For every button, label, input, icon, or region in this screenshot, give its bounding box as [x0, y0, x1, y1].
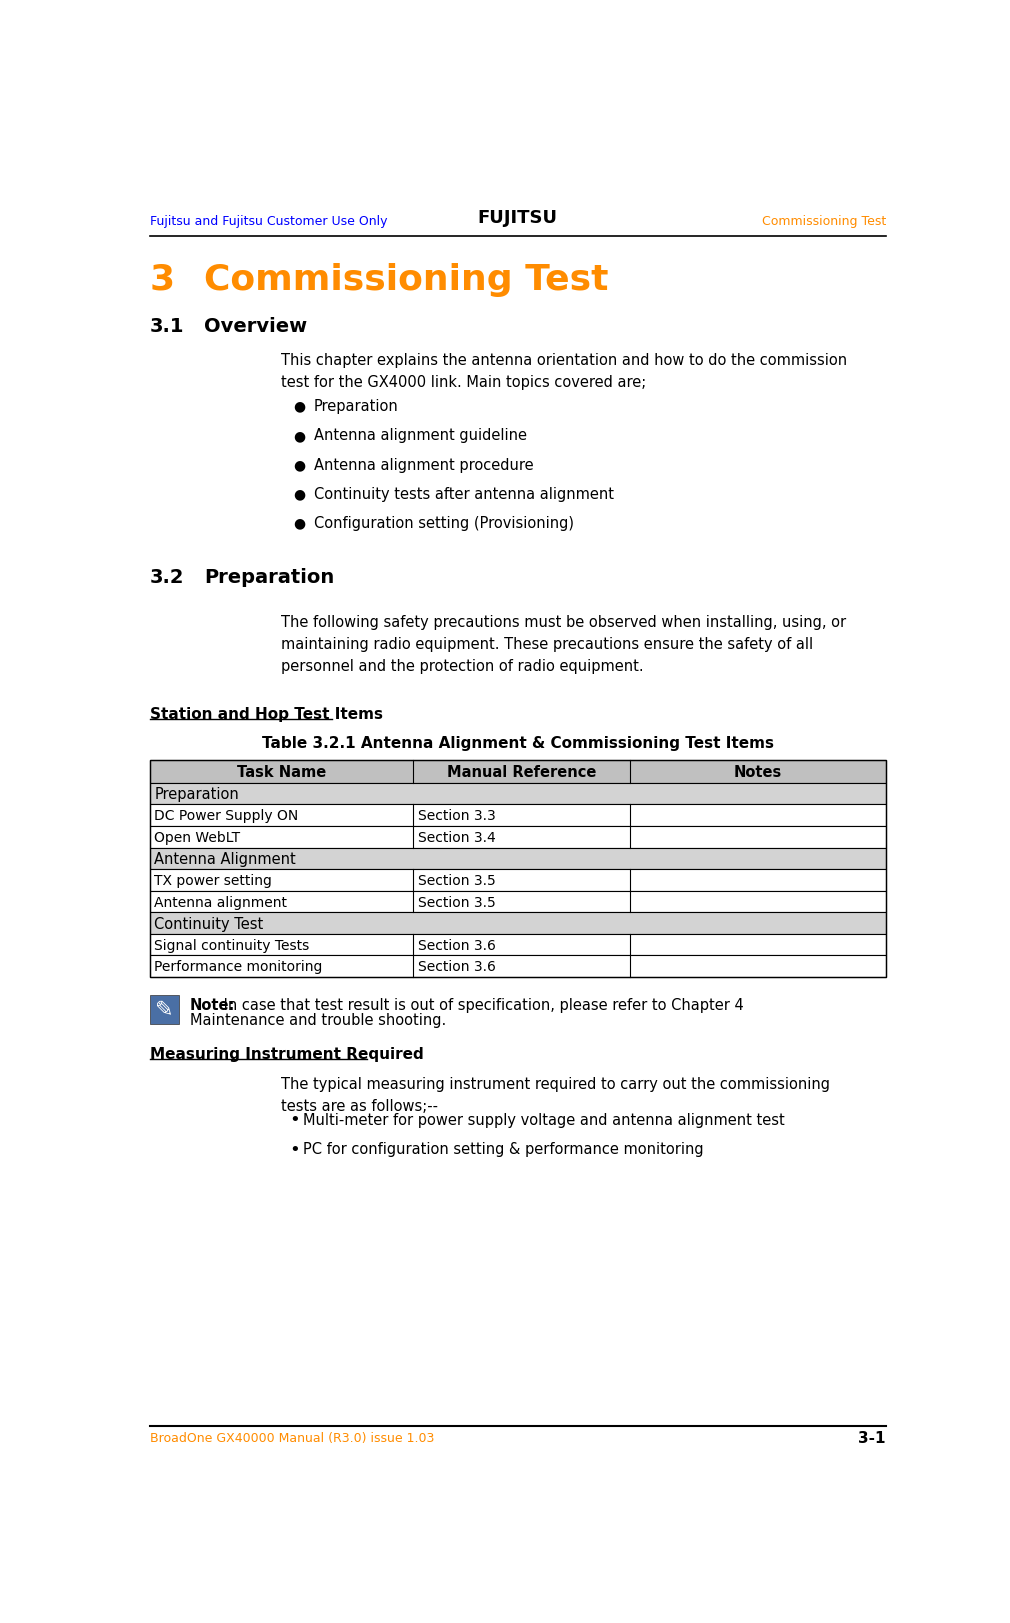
Text: Antenna alignment: Antenna alignment — [155, 894, 287, 909]
Text: 3-1: 3-1 — [858, 1430, 886, 1444]
Bar — [149, 995, 179, 1024]
Text: Continuity Test: Continuity Test — [155, 915, 264, 932]
Text: Fujitsu and Fujitsu Customer Use Only: Fujitsu and Fujitsu Customer Use Only — [149, 216, 387, 229]
Bar — [149, 912, 886, 935]
Text: Section 3.5: Section 3.5 — [418, 873, 495, 888]
Text: Overview: Overview — [204, 316, 307, 336]
Text: Multi-meter for power supply voltage and antenna alignment test: Multi-meter for power supply voltage and… — [303, 1112, 785, 1128]
Text: Preparation: Preparation — [314, 399, 399, 414]
Text: Notes: Notes — [733, 764, 782, 779]
Text: Antenna alignment procedure: Antenna alignment procedure — [314, 458, 533, 472]
Text: Open WebLT: Open WebLT — [155, 831, 240, 844]
Text: FUJITSU: FUJITSU — [478, 209, 558, 227]
Text: The typical measuring instrument required to carry out the commissioning
tests a: The typical measuring instrument require… — [281, 1076, 830, 1113]
Text: Preparation: Preparation — [204, 568, 334, 588]
Text: Section 3.5: Section 3.5 — [418, 894, 495, 909]
Text: Configuration setting (Provisioning): Configuration setting (Provisioning) — [314, 516, 574, 531]
Text: ✎: ✎ — [155, 1000, 174, 1019]
Text: •: • — [289, 1139, 300, 1157]
Text: 3.1: 3.1 — [149, 316, 184, 336]
Text: Antenna alignment guideline: Antenna alignment guideline — [314, 428, 527, 443]
Text: Measuring Instrument Required: Measuring Instrument Required — [149, 1047, 423, 1061]
Text: Preparation: Preparation — [155, 787, 239, 802]
Text: This chapter explains the antenna orientation and how to do the commission
test : This chapter explains the antenna orient… — [281, 352, 847, 390]
Text: ●: ● — [293, 516, 305, 531]
Bar — [149, 826, 886, 849]
Text: BroadOne GX40000 Manual (R3.0) issue 1.03: BroadOne GX40000 Manual (R3.0) issue 1.0… — [149, 1431, 434, 1444]
Text: ●: ● — [293, 487, 305, 502]
Bar — [149, 956, 886, 977]
Bar — [149, 935, 886, 956]
Text: Station and Hop Test Items: Station and Hop Test Items — [149, 706, 383, 722]
Text: ●: ● — [293, 458, 305, 472]
Text: Maintenance and trouble shooting.: Maintenance and trouble shooting. — [190, 1013, 446, 1027]
Text: 3.2: 3.2 — [149, 568, 184, 588]
Text: Section 3.6: Section 3.6 — [418, 959, 496, 974]
Text: Section 3.6: Section 3.6 — [418, 938, 496, 953]
Bar — [149, 760, 886, 784]
Text: Section 3.3: Section 3.3 — [418, 808, 495, 823]
Bar — [149, 760, 886, 977]
Text: ●: ● — [293, 399, 305, 414]
Text: Continuity tests after antenna alignment: Continuity tests after antenna alignment — [314, 487, 614, 502]
Bar — [149, 805, 886, 826]
Text: •: • — [289, 1110, 300, 1128]
Text: Section 3.4: Section 3.4 — [418, 831, 495, 844]
Text: ●: ● — [293, 428, 305, 443]
Text: Signal continuity Tests: Signal continuity Tests — [155, 938, 309, 953]
Text: Commissioning Test: Commissioning Test — [204, 263, 608, 297]
Text: Task Name: Task Name — [236, 764, 326, 779]
Text: Manual Reference: Manual Reference — [446, 764, 596, 779]
Bar — [149, 870, 886, 891]
Text: Performance monitoring: Performance monitoring — [155, 959, 322, 974]
Text: TX power setting: TX power setting — [155, 873, 272, 888]
Text: DC Power Supply ON: DC Power Supply ON — [155, 808, 298, 823]
Bar — [149, 784, 886, 805]
Text: 3: 3 — [149, 263, 175, 297]
Text: Antenna Alignment: Antenna Alignment — [155, 852, 296, 867]
Text: Note:: Note: — [190, 998, 235, 1013]
Text: PC for configuration setting & performance monitoring: PC for configuration setting & performan… — [303, 1141, 704, 1157]
Bar — [149, 849, 886, 870]
Text: Commissioning Test: Commissioning Test — [762, 216, 886, 229]
Bar — [149, 891, 886, 912]
Text: Table 3.2.1 Antenna Alignment & Commissioning Test Items: Table 3.2.1 Antenna Alignment & Commissi… — [262, 735, 774, 751]
Text: The following safety precautions must be observed when installing, using, or
mai: The following safety precautions must be… — [281, 613, 846, 674]
Text: In case that test result is out of specification, please refer to Chapter 4: In case that test result is out of speci… — [219, 998, 744, 1013]
